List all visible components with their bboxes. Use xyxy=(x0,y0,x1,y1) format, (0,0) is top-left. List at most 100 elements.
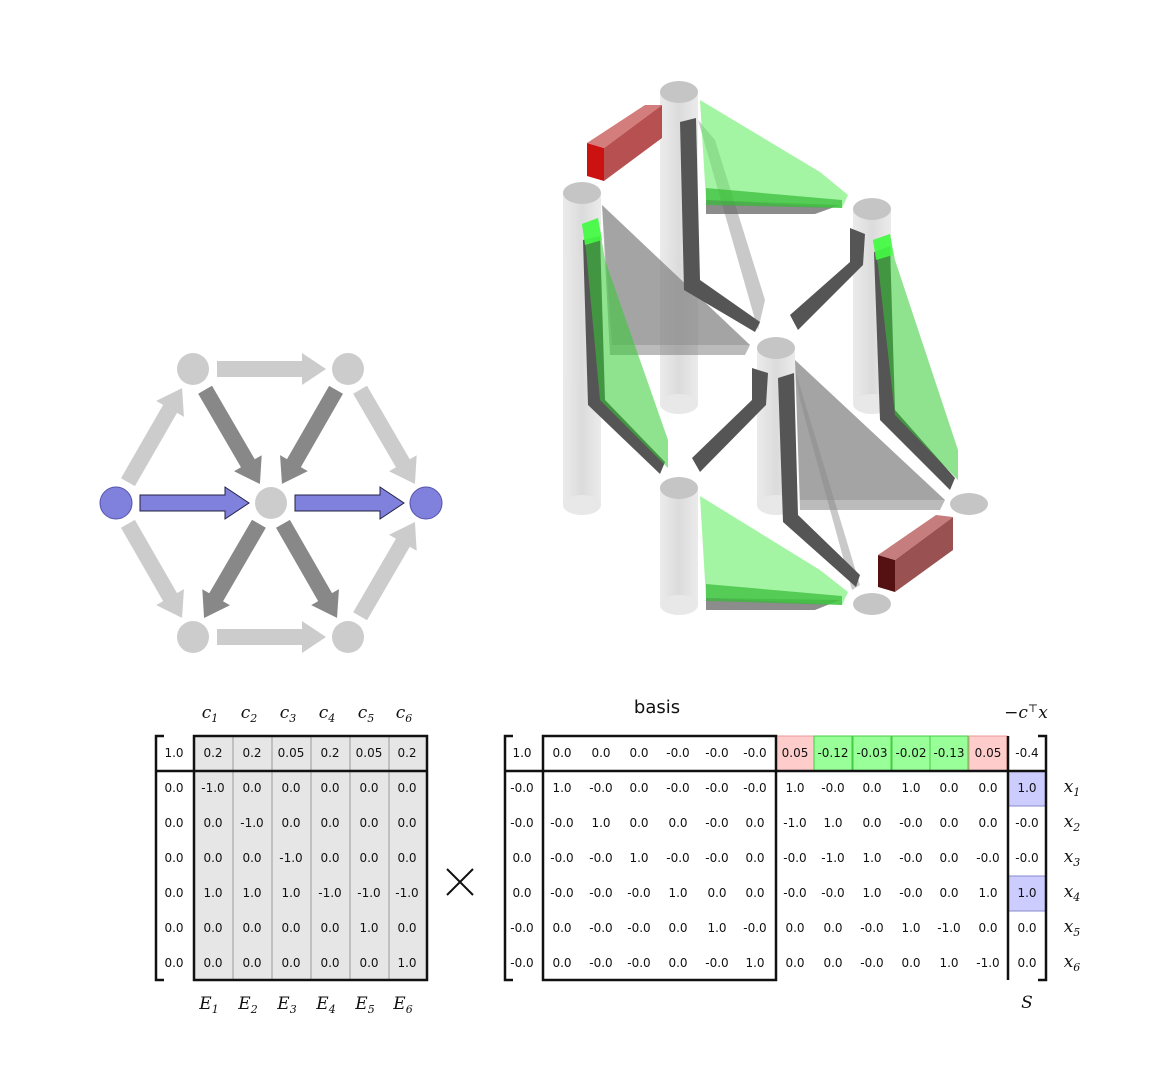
matrix-cell: 1.0 xyxy=(629,851,648,865)
light-edge-arrow xyxy=(353,385,417,484)
matrix-cell: -0.0 xyxy=(705,816,728,830)
matrix-cell: 0.0 xyxy=(939,781,958,795)
variable-row-label: x2 xyxy=(1064,812,1081,834)
matrix-cell: 0.0 xyxy=(745,886,764,900)
cost-column-label: c5 xyxy=(358,703,375,725)
matrix-cell: -0.0 xyxy=(510,956,533,970)
gray-face xyxy=(602,205,750,355)
graph-node xyxy=(177,621,209,653)
matrix-cell: 1.0 xyxy=(242,886,261,900)
matrix-cell: 0.0 xyxy=(862,816,881,830)
multiplication-sign xyxy=(446,868,474,896)
matrix-cell: 0.0 xyxy=(242,781,261,795)
edge-columns-box xyxy=(192,734,429,982)
matrix-cell: 0.0 xyxy=(320,921,339,935)
matrix-cell: 0.0 xyxy=(281,921,300,935)
edge-column-label: E4 xyxy=(315,994,335,1016)
red-face xyxy=(604,105,662,181)
matrix-cell: 0.0 xyxy=(320,956,339,970)
matrix-cell: 1.0 xyxy=(552,781,571,795)
matrix-cell: -0.0 xyxy=(821,886,844,900)
matrix-cell: -0.0 xyxy=(627,886,650,900)
matrix-cell: 0.0 xyxy=(978,781,997,795)
matrix-cell: 0.0 xyxy=(164,781,183,795)
matrix-cell: 0.0 xyxy=(939,816,958,830)
matrix-cell: 0.0 xyxy=(359,851,378,865)
matrix-cell: -0.12 xyxy=(817,746,848,760)
matrix-cell: 0.0 xyxy=(668,816,687,830)
matrix-cell: -0.0 xyxy=(976,851,999,865)
flow-network-graph xyxy=(99,353,443,653)
matrix-cell: 1.0 xyxy=(901,781,920,795)
matrix-cell: 0.0 xyxy=(164,816,183,830)
basis-box xyxy=(541,734,778,982)
matrix-cell: -0.0 xyxy=(783,886,806,900)
matrix-cell: -0.0 xyxy=(589,886,612,900)
matrix-cell: 1.0 xyxy=(939,956,958,970)
matrix-cell: 1.0 xyxy=(591,816,610,830)
matrix-cell: 0.0 xyxy=(164,886,183,900)
matrix-cell: 0.0 xyxy=(164,921,183,935)
light-edge-arrow xyxy=(217,353,326,385)
matrix-cell: -0.4 xyxy=(1015,746,1038,760)
green-face xyxy=(873,234,893,260)
matrix-cell: -0.0 xyxy=(510,781,533,795)
matrix-cell: 0.0 xyxy=(397,851,416,865)
objective-label: −c⊤x xyxy=(1004,702,1048,723)
matrix-cell: 1.0 xyxy=(901,921,920,935)
green-face xyxy=(706,584,842,605)
matrix-cell: -0.0 xyxy=(860,956,883,970)
red-face xyxy=(878,555,895,592)
dark-edge xyxy=(692,368,768,472)
light-edge-arrow xyxy=(353,522,417,621)
right-tableau-matrix: 1.0 0.0 0.0 0.0 -0.0 -0.0 -0.0 0.05 -0.12 -0.03 -0… xyxy=(503,697,1081,1013)
matrix-cell: -0.0 xyxy=(589,851,612,865)
matrix-cell: 0.0 xyxy=(591,746,610,760)
matrix-cell: -0.0 xyxy=(1015,851,1038,865)
polytope-3d-illustration xyxy=(563,81,988,615)
dark-edge xyxy=(778,373,860,587)
dark-edges xyxy=(583,118,955,587)
graph-node xyxy=(332,353,364,385)
pillar-cap xyxy=(853,593,891,615)
matrix-cell: 0.0 xyxy=(668,921,687,935)
matrix-cell: 0.0 xyxy=(745,851,764,865)
matrix-cell: 0.0 xyxy=(320,816,339,830)
matrix-cell: 1.0 xyxy=(707,921,726,935)
matrix-cell: -1.0 xyxy=(976,956,999,970)
matrix-cell: 0.0 xyxy=(359,781,378,795)
matrix-cell: -0.03 xyxy=(856,746,887,760)
matrix-cell: 0.0 xyxy=(745,816,764,830)
matrix-cell: -0.0 xyxy=(666,781,689,795)
matrix-cell: 0.0 xyxy=(939,851,958,865)
graph-node xyxy=(332,621,364,653)
matrix-cell: -0.0 xyxy=(589,781,612,795)
matrix-cell: 1.0 xyxy=(203,886,222,900)
matrix-cell: 0.0 xyxy=(978,816,997,830)
matrix-cell: 0.0 xyxy=(203,956,222,970)
matrix-cell: 1.0 xyxy=(823,816,842,830)
dark-edge-arrow xyxy=(202,519,266,618)
matrix-cell: 0.0 xyxy=(359,816,378,830)
matrix-cell: 0.0 xyxy=(164,851,183,865)
matrix-cell: 1.0 xyxy=(397,956,416,970)
matrix-cell: 0.0 xyxy=(203,816,222,830)
matrix-cell: -1.0 xyxy=(395,886,418,900)
matrix-cell: 0.0 xyxy=(707,886,726,900)
cost-column-label: c1 xyxy=(202,703,219,725)
gray-face xyxy=(795,370,860,590)
cost-column-label: c2 xyxy=(241,703,258,725)
cost-column-label: c6 xyxy=(396,703,413,725)
source-node xyxy=(99,486,133,520)
left-bracket xyxy=(154,734,164,982)
matrix-cell: 0.0 xyxy=(668,956,687,970)
matrix-cell: 0.2 xyxy=(242,746,261,760)
matrix-cell: 0.0 xyxy=(320,781,339,795)
matrix-cell: 0.0 xyxy=(552,956,571,970)
matrix-cell: 0.0 xyxy=(397,816,416,830)
green-face xyxy=(873,234,958,480)
matrix-cell: 1.0 xyxy=(862,851,881,865)
edge-column-label: E1 xyxy=(198,994,218,1016)
cost-column-label: c3 xyxy=(280,703,297,725)
matrix-cell: 0.0 xyxy=(397,781,416,795)
